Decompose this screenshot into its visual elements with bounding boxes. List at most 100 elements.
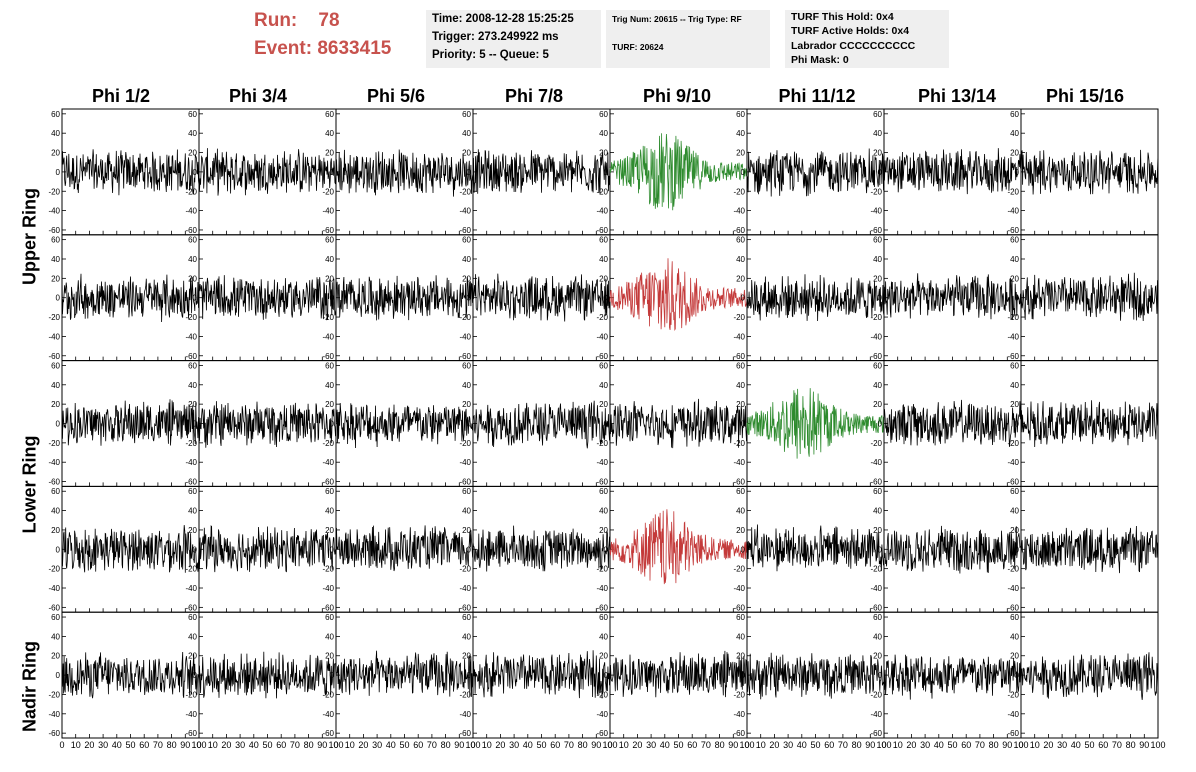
y-tick-label: -20: [48, 565, 60, 574]
waveform-trace: [335, 402, 474, 449]
x-tick-label: 70: [701, 740, 711, 750]
x-tick-label: 10: [482, 740, 492, 750]
x-tick-label: 80: [304, 740, 314, 750]
phi-mask-text: Phi Mask: 0: [791, 54, 849, 66]
y-tick-label: -20: [1007, 187, 1019, 196]
x-tick-label: 10: [756, 740, 766, 750]
y-tick-label: -20: [48, 439, 60, 448]
y-tick-label: -60: [870, 478, 882, 487]
x-tick-label: 100: [739, 740, 754, 750]
y-tick-label: 0: [878, 168, 883, 177]
y-tick-label: -40: [48, 584, 60, 593]
y-tick-label: 0: [330, 168, 335, 177]
y-tick-label: -20: [185, 565, 197, 574]
y-tick-label: 40: [51, 632, 60, 641]
y-tick-label: -60: [596, 603, 608, 612]
y-tick-label: -60: [870, 226, 882, 235]
x-tick-label: 80: [989, 740, 999, 750]
x-tick-label: 70: [427, 740, 437, 750]
y-tick-label: 0: [330, 671, 335, 680]
y-tick-label: -60: [322, 729, 334, 738]
y-tick-label: 60: [462, 236, 471, 245]
y-tick-label: 60: [873, 236, 882, 245]
x-tick-label: 100: [465, 740, 480, 750]
waveform-trace: [61, 525, 200, 573]
y-tick-label: 20: [599, 149, 608, 158]
y-tick-label: 60: [1010, 487, 1019, 496]
y-tick-label: 20: [51, 149, 60, 158]
y-tick-label: -20: [733, 690, 745, 699]
y-tick-label: -40: [596, 332, 608, 341]
x-tick-label: 20: [632, 740, 642, 750]
y-tick-label: 20: [462, 149, 471, 158]
waveform-trace: [472, 400, 611, 449]
x-tick-label: 60: [961, 740, 971, 750]
y-tick-label: -20: [596, 439, 608, 448]
waveform-panel-r2-c1: -60 -40 -20 0 20 40 60: [185, 360, 337, 487]
x-tick-label: 40: [934, 740, 944, 750]
waveform-panel-r3-c3: -60 -40 -20 0 20 40 60: [459, 485, 611, 613]
y-tick-label: -40: [185, 332, 197, 341]
y-tick-label: 60: [462, 110, 471, 119]
y-tick-label: -40: [322, 584, 334, 593]
y-tick-label: -20: [1007, 439, 1019, 448]
y-tick-label: 60: [325, 361, 334, 370]
waveform-trace: [746, 274, 885, 322]
waveform-trace: [61, 149, 200, 196]
y-tick-label: -40: [322, 207, 334, 216]
y-tick-label: -60: [459, 352, 471, 361]
y-tick-label: 0: [467, 294, 472, 303]
y-tick-label: 60: [1010, 110, 1019, 119]
x-tick-label: 30: [920, 740, 930, 750]
y-tick-label: 60: [873, 110, 882, 119]
y-tick-label: 40: [1010, 507, 1019, 516]
y-tick-label: -60: [48, 478, 60, 487]
y-tick-label: -20: [185, 187, 197, 196]
x-tick-label: 0: [881, 740, 886, 750]
y-tick-label: 0: [193, 420, 198, 429]
y-tick-label: 0: [467, 420, 472, 429]
run-event-box: Run: 78 Event: 8633415: [250, 8, 420, 66]
y-tick-label: -60: [1007, 226, 1019, 235]
y-tick-label: -60: [48, 352, 60, 361]
y-tick-label: 60: [736, 613, 745, 622]
waveform-panel-r2-c4: -60 -40 -20 0 20 40 60: [596, 360, 748, 487]
y-tick-label: -40: [1007, 458, 1019, 467]
y-tick-label: 0: [56, 168, 61, 177]
y-tick-label: -60: [185, 478, 197, 487]
y-tick-label: -20: [459, 187, 471, 196]
y-tick-label: -20: [596, 313, 608, 322]
triggered-waveform-trace: [609, 133, 748, 211]
y-tick-label: -40: [733, 584, 745, 593]
x-tick-label: 50: [125, 740, 135, 750]
y-tick-label: 60: [51, 236, 60, 245]
waveform-trace: [883, 525, 1022, 574]
y-tick-label: 40: [873, 632, 882, 641]
waveform-panel-r0-c1: -60 -40 -20 0 20 40 60: [185, 108, 337, 236]
x-tick-label: 100: [328, 740, 343, 750]
y-tick-label: -20: [322, 187, 334, 196]
x-tick-label: 50: [673, 740, 683, 750]
y-tick-label: -60: [733, 352, 745, 361]
waveform-panel-r3-c6: -60 -40 -20 0 20 40 60: [870, 485, 1022, 613]
y-tick-label: 0: [193, 294, 198, 303]
x-tick-label: 30: [646, 740, 656, 750]
y-tick-label: 0: [330, 294, 335, 303]
waveform-trace: [609, 650, 748, 698]
y-tick-label: 40: [1010, 381, 1019, 390]
y-tick-label: -40: [459, 458, 471, 467]
waveform-trace: [473, 273, 611, 322]
y-tick-label: 60: [188, 613, 197, 622]
waveform-trace: [61, 273, 200, 323]
y-tick-label: -60: [459, 478, 471, 487]
y-tick-label: 40: [462, 632, 471, 641]
y-tick-label: 0: [604, 420, 609, 429]
y-tick-label: -40: [322, 458, 334, 467]
y-tick-label: -40: [733, 207, 745, 216]
y-tick-label: 20: [599, 274, 608, 283]
x-tick-label: 70: [290, 740, 300, 750]
